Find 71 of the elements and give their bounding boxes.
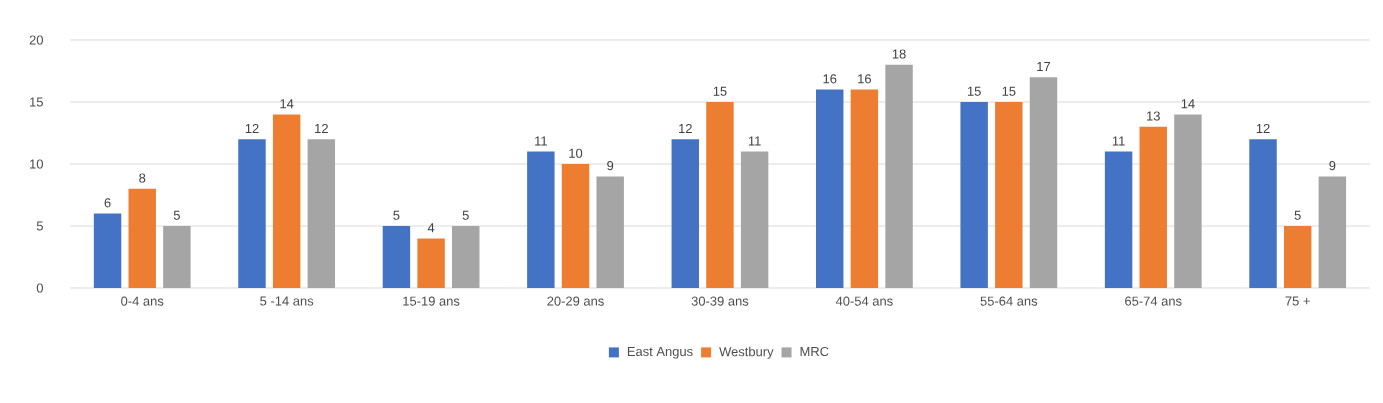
data-label: 13 — [1147, 111, 1160, 121]
data-label: 16 — [858, 74, 872, 84]
bar — [238, 139, 266, 288]
data-label: 15 — [967, 86, 981, 96]
data-label: 5 — [393, 210, 400, 220]
bar — [93, 213, 122, 288]
x-tick-label: 65-74 ans — [1125, 296, 1182, 306]
bar — [885, 64, 913, 288]
bar — [527, 151, 555, 288]
bar — [995, 102, 1023, 288]
data-label: 12 — [679, 123, 692, 133]
data-label: 9 — [607, 161, 614, 171]
bar — [1104, 151, 1133, 288]
bar — [272, 114, 301, 288]
x-tick-label: 40-54 ans — [835, 296, 893, 306]
data-label: 16 — [823, 74, 837, 84]
data-label: 11 — [748, 136, 761, 146]
data-label: 9 — [1329, 161, 1336, 171]
y-tick-label: 5 — [36, 221, 43, 231]
data-label: 12 — [245, 123, 259, 133]
bar — [740, 151, 769, 288]
data-label: 12 — [315, 123, 328, 133]
data-label: 15 — [1002, 86, 1016, 96]
bar — [960, 102, 988, 288]
x-tick-label: 75 + — [1285, 296, 1310, 306]
legend-label: Westbury — [719, 346, 774, 359]
legend-label: MRC — [800, 346, 829, 357]
data-label: 10 — [569, 148, 583, 158]
data-label: 6 — [104, 198, 111, 208]
x-tick-label: 5 -14 ans — [260, 296, 314, 306]
data-label: 17 — [1037, 62, 1051, 71]
bar — [1174, 114, 1202, 288]
bar — [850, 89, 879, 288]
bar — [1139, 126, 1167, 288]
y-tick-label: 10 — [30, 159, 43, 169]
data-label: 15 — [713, 86, 727, 96]
bar — [706, 102, 734, 288]
y-tick-label: 0 — [36, 283, 43, 293]
legend-label: East Angus — [627, 346, 693, 359]
bar — [452, 226, 480, 288]
data-label: 5 — [462, 210, 469, 220]
x-tick-label: 0-4 ans — [121, 296, 164, 306]
bar — [128, 188, 156, 288]
x-tick-label: 20-29 ans — [547, 296, 604, 306]
data-label: 18 — [892, 49, 906, 59]
x-tick-label: 30-39 ans — [691, 296, 749, 306]
bar — [816, 89, 844, 288]
data-label: 14 — [1181, 99, 1195, 109]
x-tick-label: 55-64 ans — [980, 296, 1038, 306]
bar — [163, 226, 191, 288]
bar — [307, 139, 336, 288]
bar — [1249, 139, 1277, 288]
data-label: 5 — [173, 210, 180, 220]
bar — [561, 164, 590, 288]
data-label: 12 — [1256, 123, 1270, 133]
bar — [671, 139, 700, 288]
data-label: 11 — [1112, 136, 1125, 146]
bar — [382, 226, 411, 288]
bar — [417, 238, 445, 288]
x-tick-label: 15-19 ans — [403, 296, 460, 306]
data-label: 14 — [280, 99, 294, 109]
data-label: 11 — [535, 136, 547, 146]
bar — [596, 176, 624, 288]
y-tick-label: 15 — [30, 97, 43, 107]
data-label: 5 — [1294, 210, 1301, 220]
y-tick-label: 20 — [29, 35, 43, 45]
data-label: 4 — [427, 223, 435, 233]
bar — [1283, 226, 1312, 288]
data-label: 8 — [139, 173, 146, 183]
bar — [1318, 176, 1347, 288]
bar — [1029, 77, 1058, 288]
